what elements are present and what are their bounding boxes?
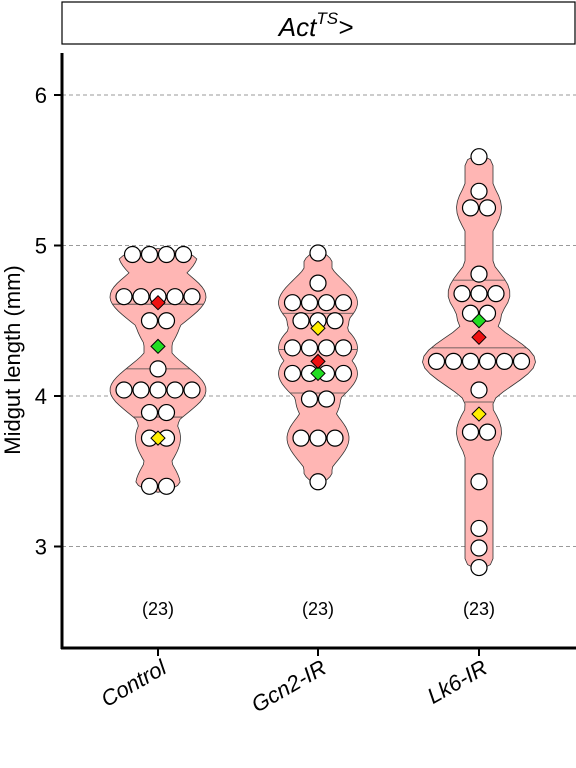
data-point	[149, 381, 167, 399]
data-point	[461, 423, 480, 441]
y-tick-label: 6	[35, 83, 47, 108]
data-point	[183, 288, 201, 306]
data-point	[115, 381, 133, 399]
count-label: (23)	[302, 599, 334, 619]
x-tick-label: Control	[97, 654, 172, 712]
panel-strip-box	[61, 1, 576, 45]
count-label: (23)	[142, 599, 174, 619]
data-point	[317, 339, 336, 357]
data-point	[300, 339, 319, 357]
summary-markers	[150, 294, 487, 446]
y-axis-title: Midgut length (mm)	[0, 265, 25, 455]
data-point	[478, 423, 497, 441]
data-point	[334, 294, 353, 312]
data-point	[292, 429, 310, 447]
count-label: (23)	[463, 599, 495, 619]
panel-title-suffix: >	[338, 12, 353, 42]
data-point	[444, 352, 463, 370]
data-point	[309, 244, 327, 262]
y-axis-ticks: 3 4 5 6	[35, 83, 62, 560]
mean-marker	[150, 294, 166, 311]
data-point	[157, 403, 176, 422]
data-point	[470, 148, 488, 166]
data-point	[300, 294, 319, 312]
data-point	[132, 288, 150, 306]
data-point	[317, 390, 336, 408]
data-point	[157, 477, 176, 495]
data-point	[478, 199, 497, 217]
data-point	[334, 339, 353, 357]
data-point	[495, 352, 514, 370]
data-point	[470, 539, 488, 557]
data-point	[157, 312, 176, 330]
data-point	[140, 477, 159, 495]
panel-title-main: Act	[277, 12, 318, 42]
data-point	[123, 245, 142, 264]
data-point	[470, 265, 488, 283]
data-point	[317, 294, 336, 312]
x-axis-ticks: Control Gcn2-IR Lk6-IR	[97, 648, 492, 717]
y-tick-label: 3	[35, 535, 47, 560]
data-point	[427, 352, 446, 370]
mean-marker	[310, 353, 326, 370]
y-tick-label: 4	[35, 384, 47, 409]
data-point	[470, 558, 488, 577]
data-point	[461, 304, 480, 322]
data-point	[453, 285, 471, 303]
mode-marker	[310, 320, 326, 336]
data-point	[166, 288, 184, 306]
data-point	[174, 245, 193, 264]
data-point	[149, 360, 167, 378]
mode-marker	[471, 406, 487, 422]
data-point	[512, 352, 531, 370]
data-point	[283, 364, 302, 383]
median-marker	[471, 313, 487, 329]
data-point	[140, 312, 159, 330]
data-point	[309, 473, 327, 491]
data-point	[326, 312, 344, 330]
data-point	[470, 381, 488, 399]
data-point	[283, 294, 302, 312]
data-point	[300, 390, 319, 408]
data-point	[478, 304, 497, 322]
median-marker	[150, 338, 166, 355]
data-point	[470, 285, 488, 303]
panel-title-superscript: TS	[316, 9, 338, 28]
data-point	[309, 429, 327, 447]
data-point	[470, 473, 488, 491]
data-point	[309, 274, 327, 292]
data-point	[292, 312, 310, 330]
count-labels: (23) (23) (23)	[142, 599, 495, 619]
x-tick-label: Gcn2-IR	[247, 655, 331, 718]
mean-marker	[471, 329, 487, 346]
data-point	[326, 429, 344, 447]
x-tick-label: Lk6-IR	[423, 655, 492, 709]
data-point	[166, 381, 184, 399]
y-tick-label: 5	[35, 234, 47, 259]
median-marker	[310, 365, 326, 382]
data-point	[132, 381, 150, 399]
panel-title: ActTS>	[277, 9, 354, 42]
data-point	[334, 364, 353, 383]
data-point	[487, 285, 505, 303]
data-point	[470, 182, 488, 200]
data-point	[157, 245, 176, 264]
data-point	[461, 199, 480, 217]
data-point	[461, 352, 480, 370]
panel-strip: ActTS>	[61, 1, 576, 45]
data-point	[140, 245, 159, 264]
data-point	[183, 381, 201, 399]
data-point	[283, 339, 302, 357]
data-point	[115, 288, 133, 306]
data-point	[140, 403, 159, 422]
data-point	[478, 352, 497, 370]
data-point	[470, 519, 488, 538]
mode-marker	[150, 430, 166, 446]
